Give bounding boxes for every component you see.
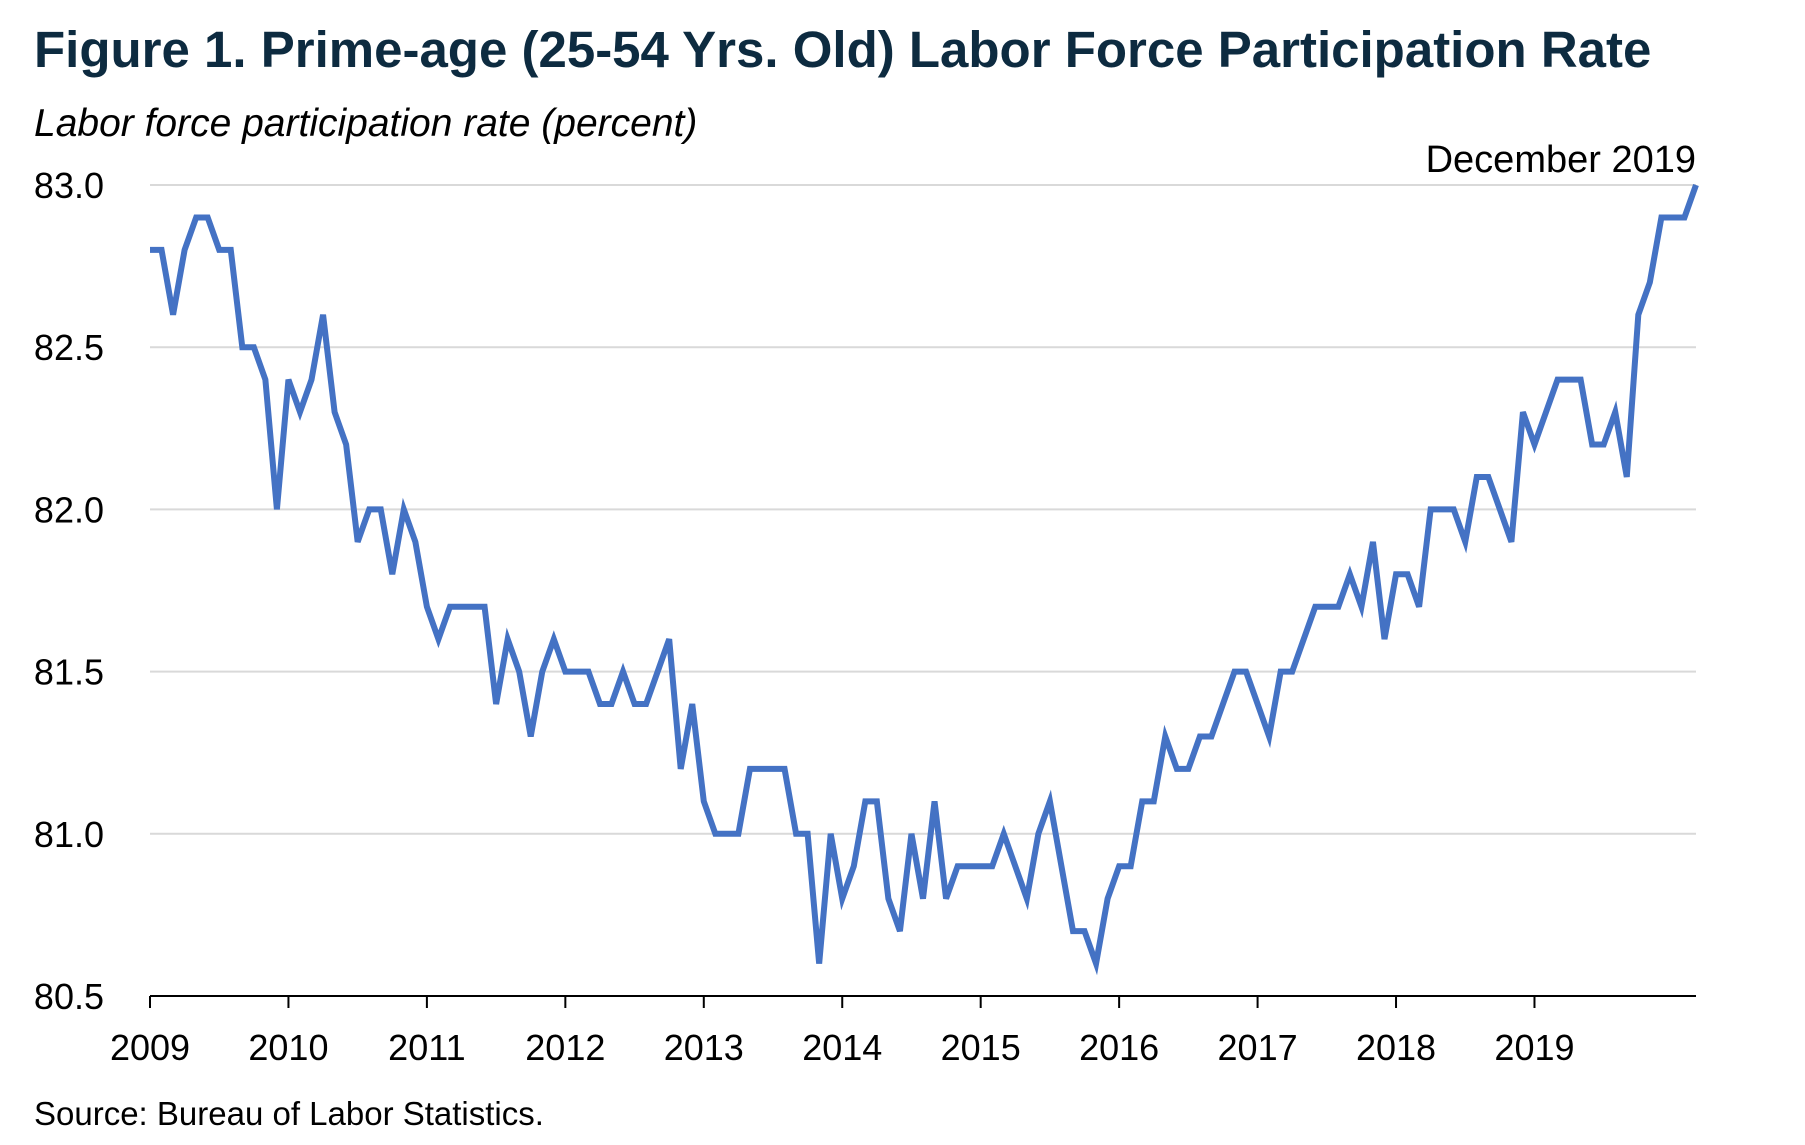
x-tick-label: 2015 [941, 1027, 1021, 1068]
y-tick-label: 82.5 [34, 327, 104, 368]
x-tick-label: 2012 [525, 1027, 605, 1068]
y-axis-ticks: 83.0 82.5 82.0 81.5 81.0 80.5 [34, 165, 104, 1017]
x-tick-label: 2009 [110, 1027, 190, 1068]
x-tick-label: 2019 [1494, 1027, 1574, 1068]
y-tick-label: 81.0 [34, 814, 104, 855]
x-tick-label: 2016 [1079, 1027, 1159, 1068]
x-tick-label: 2018 [1356, 1027, 1436, 1068]
x-tick-label: 2013 [664, 1027, 744, 1068]
series-layer [150, 183, 1699, 976]
y-axis-title: Labor force participation rate (percent) [34, 102, 698, 145]
source-note: Source: Bureau of Labor Statistics. [34, 1095, 544, 1132]
x-tick-label: 2017 [1218, 1027, 1298, 1068]
y-tick-label: 80.5 [34, 976, 104, 1017]
x-tick-label: 2010 [248, 1027, 328, 1068]
x-axis: 2009 2010 2011 2012 2013 2014 2015 2016 2017 2018… [110, 995, 1696, 1068]
y-tick-label: 83.0 [34, 165, 104, 206]
chart-title: Figure 1. Prime-age (25-54 Yrs. Old) Lab… [34, 21, 1652, 78]
participation-rate-line [150, 183, 1699, 976]
x-tick-label: 2011 [388, 1027, 465, 1068]
x-tick-label: 2014 [802, 1027, 882, 1068]
latest-value-annotation: December 2019 [1426, 139, 1696, 181]
y-tick-label: 82.0 [34, 489, 104, 530]
y-tick-label: 81.5 [34, 652, 104, 693]
